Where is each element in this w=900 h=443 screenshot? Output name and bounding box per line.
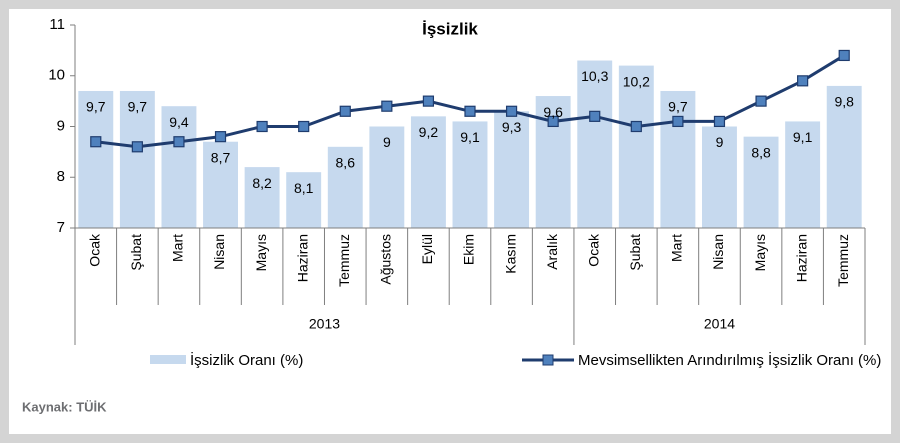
y-tick-label: 8 <box>57 168 65 185</box>
x-tick-label: Ağustos <box>378 234 394 285</box>
bar <box>494 111 530 228</box>
y-tick-label: 9 <box>57 117 65 134</box>
data-label: 8,8 <box>751 144 771 160</box>
data-label: 9 <box>383 134 391 150</box>
data-label: 9,3 <box>502 119 522 135</box>
marker <box>505 105 518 117</box>
data-label: 9,7 <box>128 99 148 115</box>
data-label: 9,7 <box>668 99 688 115</box>
marker <box>131 141 143 153</box>
data-label: 8,6 <box>336 155 356 171</box>
marker <box>214 131 227 143</box>
chart-title: İşsizlik <box>422 19 478 38</box>
marker <box>547 115 559 128</box>
data-label: 8,2 <box>252 175 272 191</box>
marker <box>422 95 435 107</box>
x-tick-label: Nisan <box>710 234 726 270</box>
x-tick-label: Mayıs <box>253 234 269 271</box>
bar <box>702 126 737 228</box>
x-tick-label: Haziran <box>294 234 310 282</box>
x-tick-label: Mayıs <box>752 234 768 271</box>
x-tick-label: Kasım <box>502 234 518 274</box>
data-label: 10,2 <box>623 73 650 89</box>
bar <box>826 85 862 229</box>
bar <box>785 121 821 228</box>
marker <box>797 75 809 87</box>
bar <box>410 116 446 228</box>
data-label: 9 <box>716 134 724 150</box>
y-tick-label: 7 <box>57 219 65 236</box>
marker <box>838 49 850 62</box>
marker <box>713 115 726 128</box>
bar <box>286 172 322 228</box>
x-tick-label: Şubat <box>627 234 643 271</box>
x-tick-label: Temmuz <box>336 234 352 287</box>
data-label: 9,8 <box>834 94 854 110</box>
x-tick-label: Mart <box>170 234 186 262</box>
bar <box>618 65 654 228</box>
data-label: 10,3 <box>581 68 608 84</box>
bar <box>743 136 779 228</box>
group-label: 2013 <box>309 316 340 332</box>
group-label: 2014 <box>704 316 735 332</box>
source: Kaynak: TÜİK <box>22 399 107 414</box>
y-tick-label: 10 <box>48 67 65 84</box>
data-label: 9,6 <box>543 104 563 120</box>
x-tick-label: Ocak <box>585 233 601 267</box>
marker <box>339 105 351 117</box>
data-label: 9,1 <box>793 129 813 145</box>
legend-label: İşsizlik Oranı (%) <box>190 351 303 369</box>
marker <box>173 136 185 148</box>
x-tick-label: Eylül <box>419 234 435 264</box>
data-label: 9,2 <box>419 124 439 140</box>
bar <box>78 90 114 228</box>
marker <box>298 120 310 133</box>
bar <box>660 90 696 228</box>
legend-label: Mevsimsellikten Arındırılmış İşsizlik Or… <box>578 351 881 369</box>
data-label: 8,1 <box>294 180 314 196</box>
data-label: 9,7 <box>86 99 106 115</box>
bar <box>119 90 155 228</box>
marker <box>464 105 476 117</box>
bar <box>203 141 238 228</box>
x-tick-label: Temmuz <box>835 234 851 287</box>
x-tick-label: Nisan <box>211 234 227 270</box>
marker <box>256 120 268 133</box>
x-tick-label: Haziran <box>793 234 809 282</box>
x-tick-label: Şubat <box>128 234 144 271</box>
data-label: 9,1 <box>460 129 480 145</box>
bar <box>244 167 280 228</box>
bar <box>161 106 197 228</box>
marker <box>672 115 684 128</box>
marker <box>90 136 102 148</box>
x-tick-label: Aralık <box>544 233 560 270</box>
y-tick-label: 11 <box>49 16 65 33</box>
x-tick-label: Mart <box>669 234 685 262</box>
marker <box>589 110 601 122</box>
data-label: 9,4 <box>169 114 189 130</box>
bar <box>327 146 363 228</box>
bar <box>452 121 488 228</box>
marker <box>755 95 767 107</box>
marker <box>381 100 393 112</box>
x-tick-label: Ocak <box>86 233 102 267</box>
data-label: 8,7 <box>211 149 231 165</box>
bar <box>369 126 405 228</box>
bar <box>577 60 613 229</box>
marker <box>630 120 642 133</box>
legend-swatch <box>150 355 186 364</box>
legend-swatch <box>542 354 554 366</box>
x-tick-label: Ekim <box>461 234 477 265</box>
